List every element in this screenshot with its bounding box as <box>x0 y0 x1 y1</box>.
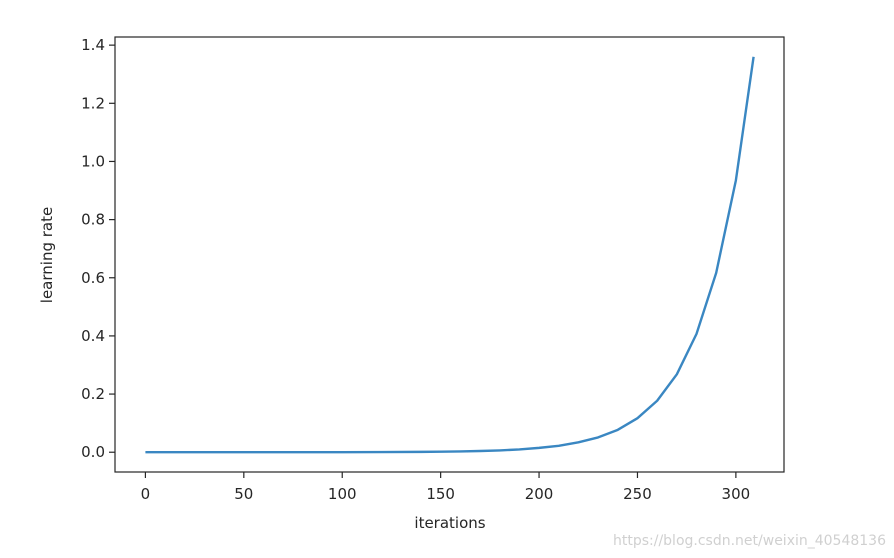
y-tick-label: 1.0 <box>81 152 105 170</box>
y-tick-label: 0.8 <box>81 211 105 229</box>
y-tick-label: 0.6 <box>81 269 105 287</box>
x-tick-label: 0 <box>141 485 151 503</box>
axes-frame <box>114 36 785 473</box>
x-tick-label: 100 <box>328 485 357 503</box>
y-tick-label: 0.2 <box>81 385 105 403</box>
x-axis-label: iterations <box>414 514 485 532</box>
x-tick-label: 250 <box>623 485 652 503</box>
x-tick-label: 150 <box>426 485 455 503</box>
y-tick-label: 0.4 <box>81 327 105 345</box>
x-tick-label: 200 <box>525 485 554 503</box>
y-tick-label: 1.4 <box>81 36 105 54</box>
y-axis-label: learning rate <box>38 207 56 303</box>
y-tick-label: 0.0 <box>81 443 105 461</box>
y-tick-label: 1.2 <box>81 94 105 112</box>
x-tick-label: 50 <box>234 485 253 503</box>
x-tick-label: 300 <box>722 485 751 503</box>
line <box>145 56 755 454</box>
watermark: https://blog.csdn.net/weixin_40548136 <box>613 533 886 549</box>
